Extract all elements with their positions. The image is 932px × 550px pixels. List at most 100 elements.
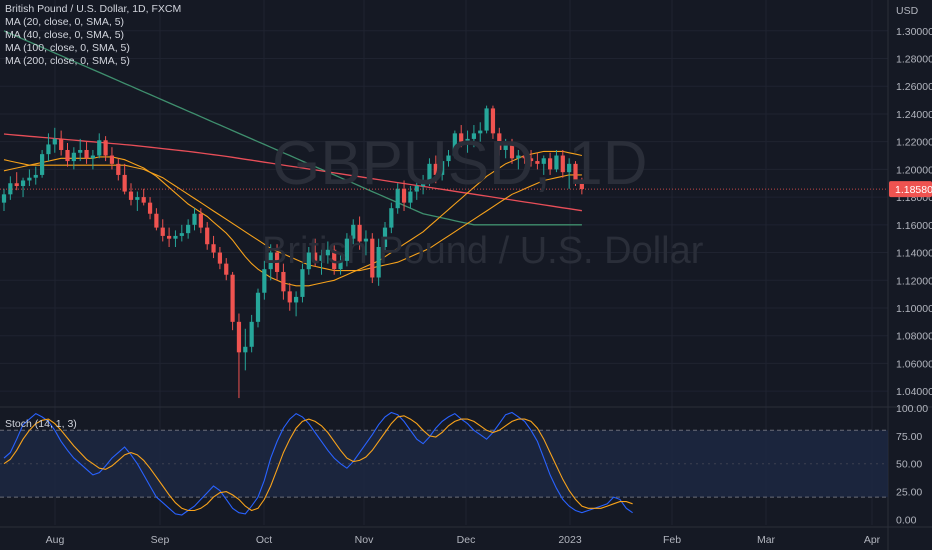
candle [376,247,381,278]
stoch-d-line [3,415,633,512]
candle [20,180,26,187]
candle [319,255,324,261]
candle [503,144,508,150]
candle [14,183,19,187]
candle [440,161,445,175]
candle [414,186,419,192]
candle [40,154,45,175]
candle [363,238,369,242]
candle [167,235,172,239]
candle [71,152,76,162]
candle [522,155,527,159]
stoch-k-line [3,411,633,516]
osc-tick-label: 50.00 [896,459,922,471]
candle [274,252,280,272]
candle [122,174,127,192]
candle [160,227,165,236]
candle [186,224,191,234]
candle [97,140,102,156]
candle [344,238,349,261]
candle [357,224,362,242]
ma200-line [3,30,582,226]
candle [313,252,318,261]
candle [179,233,184,236]
symbol-title[interactable]: British Pound / U.S. Dollar, 1D, FXCM [5,3,182,15]
y-tick-label: 1.06000 [896,358,932,370]
candle [509,144,515,159]
candle [116,163,121,175]
y-tick-label: 1.08000 [896,331,932,343]
candle [154,213,159,228]
candle [78,149,83,153]
osc-tick-label: 75.00 [896,431,922,443]
last-price-label: 1.18580 [895,184,932,196]
oscillator-legend[interactable]: Stoch (14, 1, 3) [5,418,77,430]
candle [249,321,254,347]
y-tick-label: 1.14000 [896,248,932,260]
ma40-line [3,159,582,272]
candle [198,213,203,228]
candle [65,149,70,162]
candle [446,155,451,162]
candle [281,271,286,292]
candle [135,197,140,200]
candle [382,227,388,247]
legend: British Pound / U.S. Dollar, 1D, FXCM MA… [5,3,181,68]
candle [306,252,311,270]
x-tick-label: Feb [663,534,681,546]
candle [528,158,534,162]
candle [452,133,457,156]
candle [205,227,210,245]
candle [84,149,89,159]
y-tick-label: 1.10000 [896,303,932,315]
candle [224,263,229,275]
x-tick-label: Dec [457,534,476,546]
ma20-line [3,150,583,287]
candle [1,194,7,203]
ma20-legend[interactable]: MA (20, close, 0, SMA, 5) [5,16,125,28]
candle [109,155,115,164]
candle [192,213,197,225]
osc-tick-label: 0.00 [896,514,917,526]
candle [465,138,470,142]
ma40-legend[interactable]: MA (40, close, 0, SMA, 5) [5,29,125,41]
x-tick-label: Oct [256,534,272,546]
candle [427,163,432,181]
candle [516,155,521,159]
y-tick-label: 1.28000 [896,54,932,66]
candle [395,188,400,209]
candle [90,155,95,159]
candle [332,249,337,270]
candle [52,138,57,145]
ma100-legend[interactable]: MA (100, close, 0, SMA, 5) [5,42,130,54]
candle [103,140,108,156]
x-tick-label: Mar [757,534,776,546]
ma200-legend[interactable]: MA (200, close, 0, SMA, 5) [5,55,130,67]
candle [211,244,216,253]
candle [294,296,299,303]
last-price-tag [889,181,932,198]
x-tick-label: Apr [864,534,881,546]
y-tick-label: 1.26000 [896,81,932,93]
candle [141,197,146,203]
candle [478,130,483,134]
candle [217,252,222,264]
candle [389,208,394,228]
y-tick-label: 1.12000 [896,275,932,287]
candle [262,269,267,293]
candle [46,144,51,155]
y-tick-label: 1.22000 [896,137,932,149]
candle [338,260,343,270]
candle [548,158,553,170]
osc-tick-label: 100.00 [896,403,928,415]
candle [173,235,178,239]
x-tick-label: Nov [355,534,374,546]
candle [433,163,438,175]
candle [459,133,464,142]
candle [128,191,134,200]
candle [370,238,375,278]
x-tick-label: 2023 [558,534,582,546]
axis-unit: USD [896,5,919,17]
candle [59,138,64,150]
